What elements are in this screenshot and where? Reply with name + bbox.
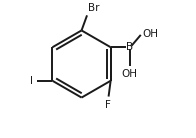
Text: B: B <box>126 42 133 52</box>
Text: F: F <box>105 100 111 110</box>
Text: OH: OH <box>142 29 158 39</box>
Text: Br: Br <box>88 3 100 13</box>
Text: OH: OH <box>122 69 138 79</box>
Text: I: I <box>30 76 33 86</box>
